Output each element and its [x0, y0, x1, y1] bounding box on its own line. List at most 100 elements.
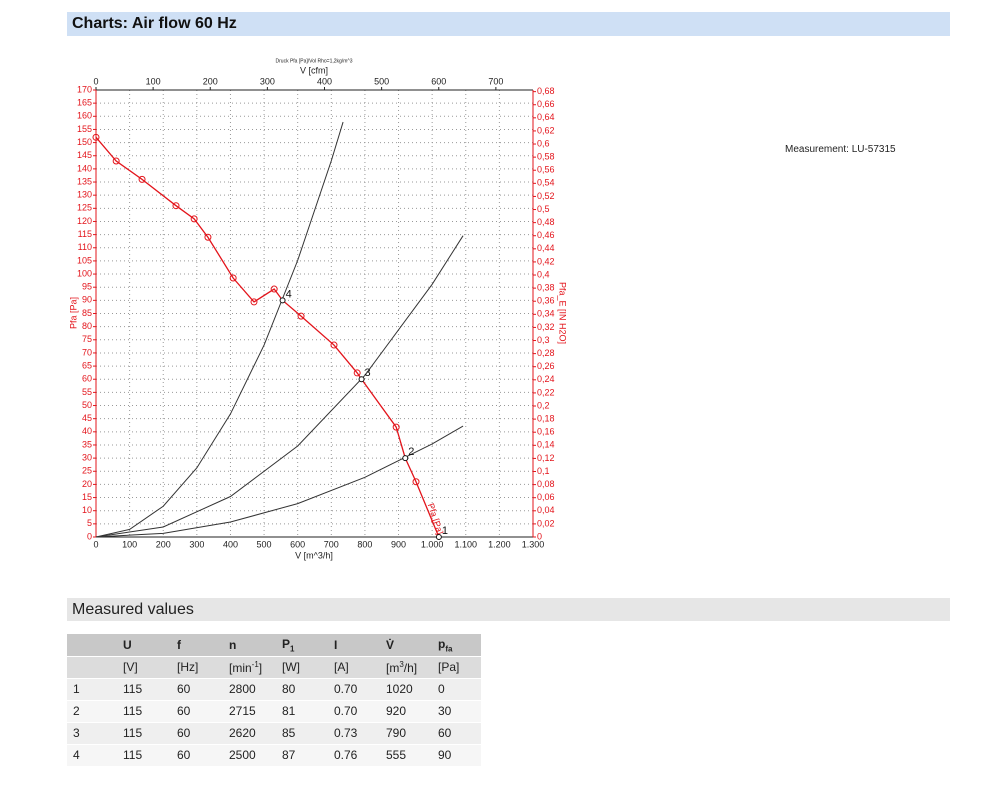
y-tick-label: 30 — [82, 452, 92, 462]
table-cell: P1 — [276, 634, 328, 657]
table-cell: 80 — [276, 678, 328, 701]
table-cell: 60 — [171, 744, 223, 767]
y2-tick-label: 0,04 — [537, 505, 555, 515]
y2-tick-label: 0 — [537, 531, 542, 541]
x2-axis-title: V [cfm] — [300, 65, 328, 75]
point-label: 3 — [365, 367, 371, 379]
x-tick-label: 800 — [357, 539, 372, 549]
cell-text: 2620 — [229, 726, 256, 740]
x-tick-label: 1.100 — [455, 539, 478, 549]
x2-tick-label: 600 — [431, 76, 446, 86]
cell-text: p — [438, 636, 446, 651]
operating-point — [358, 376, 365, 383]
chart-title: Druck Pfa [Pa]/Vol Rho=1,2kg/m^3 — [276, 58, 353, 64]
table-cell: 2500 — [223, 744, 276, 767]
table-cell: n — [223, 634, 276, 657]
table-cell: [Hz] — [171, 656, 223, 679]
y2-tick-label: 0,54 — [537, 178, 555, 188]
cell-text: f — [177, 637, 181, 652]
table-cell: 30 — [432, 700, 481, 723]
data-row: 2 115 60 2715 81 0.70 920 30 — [67, 700, 481, 723]
table-cell: 3 — [67, 722, 117, 745]
table-cell: 115 — [117, 744, 171, 767]
y-tick-label: 155 — [77, 124, 92, 134]
data-marker — [297, 312, 305, 320]
table-cell: 0.76 — [328, 744, 380, 767]
cell-text: 115 — [123, 704, 143, 718]
y-tick-label: 0 — [87, 531, 92, 541]
y2-tick-label: 0,12 — [537, 453, 555, 463]
y2-tick-label: 0,52 — [537, 191, 555, 201]
y-tick-label: 10 — [82, 505, 92, 515]
table-cell: 1020 — [380, 678, 432, 701]
x-tick-label: 500 — [257, 539, 272, 549]
x2-tick-label: 300 — [260, 76, 275, 86]
row-id: 3 — [73, 726, 80, 740]
cell-text: 2715 — [229, 704, 256, 718]
y2-axis-title: Pfa_E [IN H2O] — [558, 282, 568, 344]
y2-tick-label: 0,6 — [537, 138, 550, 148]
table-cell: 555 — [380, 744, 432, 767]
cell-text: 60 — [177, 704, 191, 718]
y2-tick-label: 0,16 — [537, 427, 555, 437]
data-row: 4 115 60 2500 87 0.76 555 90 — [67, 744, 481, 767]
cell-sup: 3 — [399, 659, 404, 669]
table-cell: 60 — [171, 722, 223, 745]
y2-tick-label: 0,5 — [537, 204, 550, 214]
table-cell: 2 — [67, 700, 117, 723]
table-cell: [W] — [276, 656, 328, 679]
data-marker — [204, 233, 212, 241]
y2-tick-label: 0,32 — [537, 322, 555, 332]
y2-tick-label: 0,24 — [537, 374, 555, 384]
table-cell: 790 — [380, 722, 432, 745]
operating-point — [279, 297, 286, 304]
cell-text: 0 — [438, 682, 445, 696]
x2-tick-label: 100 — [146, 76, 161, 86]
table-cell: 0.70 — [328, 700, 380, 723]
y2-tick-label: 0,14 — [537, 440, 555, 450]
series-line — [95, 121, 344, 538]
point-label: 4 — [286, 288, 292, 300]
table-cell: 0 — [432, 678, 481, 701]
y-tick-label: 110 — [78, 242, 92, 252]
x-tick-label: 1.200 — [488, 539, 511, 549]
table-cell: 60 — [171, 678, 223, 701]
x-tick-label: 400 — [223, 539, 238, 549]
cell-text: 0.73 — [334, 726, 358, 740]
data-marker — [229, 274, 237, 282]
y2-tick-label: 0,66 — [537, 99, 555, 109]
y2-tick-label: 0,44 — [537, 243, 555, 253]
table-cell: U — [117, 634, 171, 657]
y2-tick-label: 0,58 — [537, 152, 555, 162]
cell-text: 60 — [177, 748, 191, 762]
y-tick-label: 25 — [82, 466, 92, 476]
series-line — [95, 136, 440, 538]
y2-tick-label: 0,08 — [537, 479, 555, 489]
cell-text: 0.70 — [334, 704, 358, 718]
cell-text: [V] — [123, 660, 138, 674]
cell-text: 555 — [386, 748, 407, 762]
cell-text: 115 — [123, 726, 143, 740]
data-marker — [92, 133, 100, 141]
cell-text: 85 — [282, 726, 296, 740]
table-cell: [m3/h] — [380, 656, 432, 679]
y-tick-label: 125 — [77, 203, 92, 213]
y-tick-label: 45 — [82, 413, 92, 423]
y-tick-label: 105 — [77, 255, 92, 265]
section-title: Measured values — [67, 598, 950, 621]
y2-tick-label: 0,46 — [537, 230, 555, 240]
series-line — [95, 425, 464, 538]
y2-tick-label: 0,4 — [537, 269, 550, 279]
y-tick-label: 130 — [77, 190, 92, 200]
y-tick-label: 20 — [82, 479, 92, 489]
y-tick-label: 95 — [82, 282, 92, 292]
y2-tick-label: 0,26 — [537, 361, 555, 371]
x-tick-label: 700 — [324, 539, 339, 549]
y2-tick-label: 0,68 — [537, 86, 555, 96]
cell-text: [Pa] — [438, 660, 460, 674]
table-cell: 1 — [67, 678, 117, 701]
point-label: 1 — [442, 525, 448, 537]
cell-text: 0.70 — [334, 682, 358, 696]
y2-tick-label: 0,3 — [537, 335, 550, 345]
